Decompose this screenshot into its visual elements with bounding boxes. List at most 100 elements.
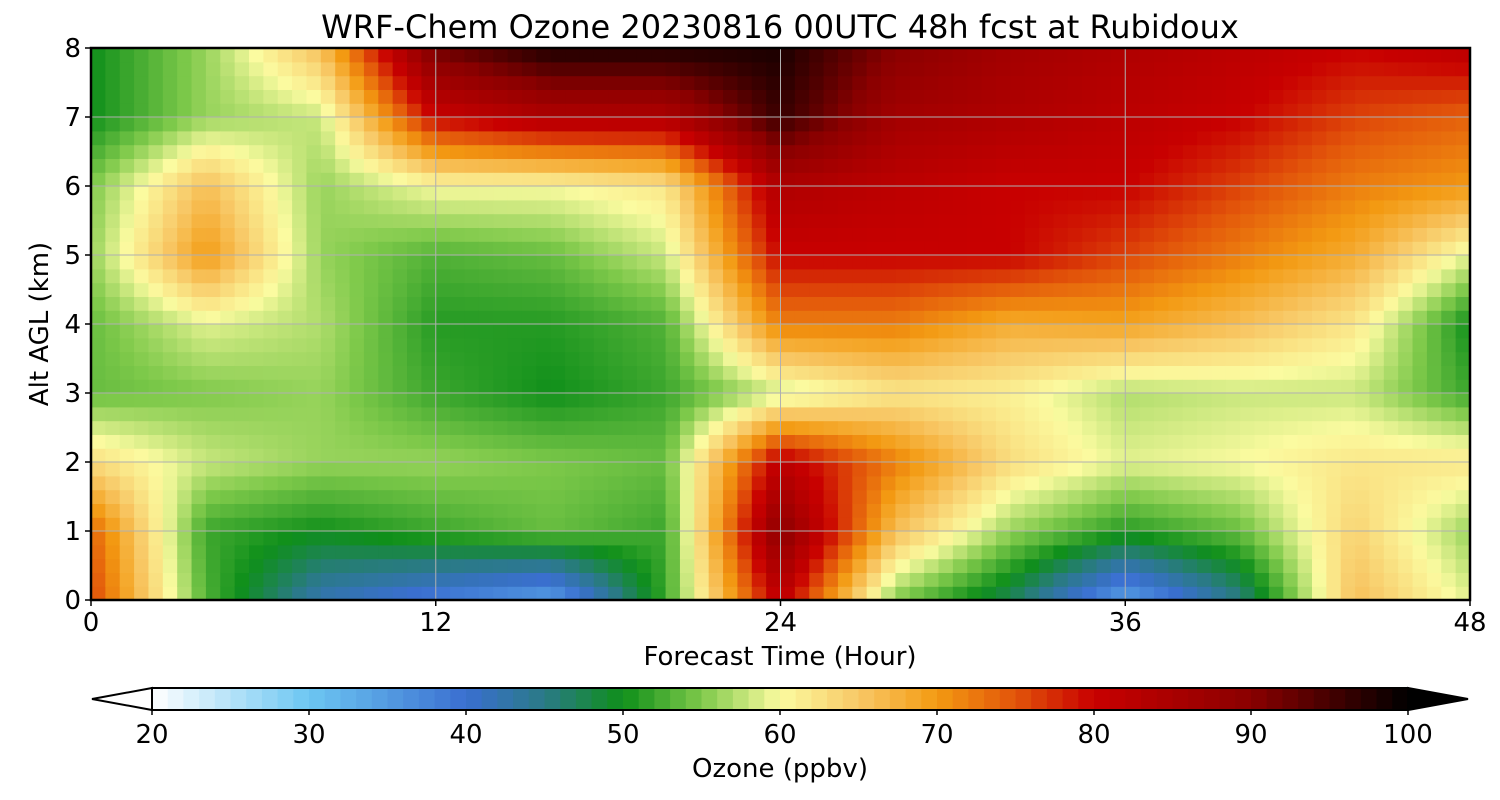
heatmap-cell [995,544,1011,560]
heatmap-cell [766,489,782,504]
heatmap-cell [1355,213,1371,228]
heatmap-cell [1398,158,1414,173]
heatmap-cell [766,337,782,353]
heatmap-cell [249,268,264,284]
heatmap-cell [723,310,738,325]
heatmap-cell [1297,310,1313,325]
heatmap-cell [349,117,365,132]
colorbar-tick-label: 80 [1077,720,1110,750]
heatmap-cell [651,558,667,573]
colorbar-band [1094,688,1111,710]
heatmap-cell [694,462,710,477]
heatmap-cell [852,282,868,297]
heatmap-cell [1441,103,1457,118]
heatmap-cell [995,558,1011,573]
heatmap-cell [1383,324,1399,339]
heatmap-cell [837,158,853,173]
heatmap-cell [378,586,394,601]
heatmap-cell [1182,213,1198,228]
heatmap-cell [435,130,451,146]
heatmap-cell [1240,282,1256,297]
heatmap-cell [349,199,365,215]
heatmap-cell [1283,130,1299,146]
heatmap-cell [1153,186,1169,201]
heatmap-cell [1125,144,1141,159]
heatmap-cell [478,420,494,435]
heatmap-cell [708,255,724,270]
heatmap-cell [1096,420,1112,435]
heatmap-cell [1096,586,1112,601]
heatmap-cell [737,393,753,408]
heatmap-cell [1110,89,1126,104]
heatmap-cell [895,199,911,215]
heatmap-cell [1082,48,1098,63]
heatmap-cell [134,117,150,132]
heatmap-cell [1455,448,1471,463]
heatmap-cell [292,517,308,532]
heatmap-cell [1125,296,1141,311]
heatmap-cell [1010,351,1026,366]
heatmap-cell [636,489,652,504]
heatmap-cell [249,448,264,463]
heatmap-cell [1455,310,1471,325]
heatmap-cell [1211,158,1227,173]
heatmap-cell [1125,158,1141,173]
heatmap-cell [1240,61,1256,77]
heatmap-cell [119,296,135,311]
heatmap-cell [809,310,825,325]
heatmap-cell [1426,544,1442,560]
heatmap-cell [708,158,724,173]
heatmap-cell [1355,462,1371,477]
heatmap-cell [938,379,954,394]
heatmap-cell [938,420,954,435]
heatmap-cell [177,503,193,518]
heatmap-cell [1197,172,1213,187]
heatmap-cell [1297,572,1313,587]
heatmap-cell [622,517,638,532]
heatmap-cell [823,144,839,159]
heatmap-cell [1326,241,1342,256]
heatmap-cell [378,393,394,408]
heatmap-cell [1355,103,1371,118]
heatmap-cell [981,213,997,228]
heatmap-cell [1340,406,1356,422]
heatmap-cell [1139,489,1155,504]
heatmap-cell [320,227,336,242]
heatmap-cell [852,489,868,504]
heatmap-cell [565,75,580,90]
heatmap-cell [823,75,839,90]
heatmap-cell [91,282,106,297]
heatmap-cell [837,48,853,63]
heatmap-cell [909,268,925,284]
heatmap-cell [349,48,365,63]
heatmap-cell [608,241,624,256]
heatmap-cell [1283,462,1299,477]
heatmap-cell [292,296,308,311]
heatmap-cell [134,213,150,228]
heatmap-cell [1039,241,1055,256]
heatmap-cell [205,544,221,560]
heatmap-cell [579,544,595,560]
heatmap-cell [1125,186,1141,201]
heatmap-cell [981,158,997,173]
heatmap-cell [881,227,897,242]
heatmap-cell [1139,296,1155,311]
heatmap-cell [809,75,825,90]
heatmap-cell [967,117,983,132]
heatmap-cell [852,268,868,284]
heatmap-cell [320,379,336,394]
heatmap-cell [1225,282,1241,297]
heatmap-cell [134,144,150,159]
heatmap-cell [550,199,566,215]
heatmap-cell [536,268,552,284]
heatmap-cell [1297,393,1313,408]
heatmap-cell [895,89,911,104]
heatmap-cell [1297,48,1313,63]
heatmap-cell [407,103,422,118]
heatmap-cell [636,268,652,284]
heatmap-cell [895,531,911,546]
heatmap-cell [263,448,279,463]
heatmap-cell [1082,227,1098,242]
heatmap-cell [952,517,968,532]
heatmap-cell [134,448,150,463]
